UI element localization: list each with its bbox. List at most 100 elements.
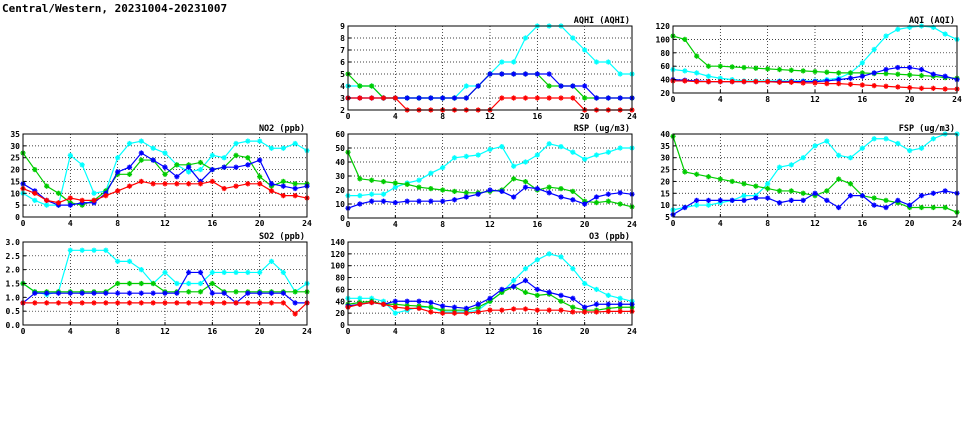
- data-point: [546, 307, 552, 313]
- data-point: [162, 270, 168, 275]
- data-point: [871, 47, 877, 52]
- data-point: [186, 300, 191, 306]
- data-point: [186, 281, 191, 286]
- data-point: [694, 172, 699, 177]
- data-point: [186, 181, 191, 187]
- data-point: [535, 95, 540, 101]
- data-point: [210, 281, 215, 286]
- data-point: [789, 80, 794, 85]
- data-point: [269, 188, 274, 194]
- data-point: [269, 181, 274, 187]
- data-point: [824, 69, 830, 75]
- y-tick-label: 60: [335, 285, 345, 294]
- data-point: [44, 300, 49, 306]
- data-point: [210, 290, 215, 296]
- data-point: [139, 138, 144, 144]
- data-point: [942, 205, 948, 210]
- data-point: [558, 299, 564, 304]
- data-point: [860, 82, 865, 88]
- data-point: [895, 198, 901, 203]
- data-point: [824, 188, 830, 194]
- data-point: [404, 306, 410, 311]
- data-point: [464, 83, 469, 89]
- data-point: [706, 63, 711, 69]
- data-point: [824, 198, 830, 203]
- x-tick-label: 4: [393, 220, 398, 229]
- data-point: [931, 136, 936, 141]
- data-point: [499, 189, 505, 194]
- data-point: [907, 202, 912, 208]
- data-point: [381, 95, 386, 101]
- chart-title: RSP (ug/m3): [574, 124, 630, 134]
- y-tick-label: 15: [660, 189, 670, 198]
- data-point: [883, 136, 889, 141]
- data-point: [464, 190, 469, 196]
- data-point: [682, 205, 688, 210]
- y-tick-label: 5: [665, 213, 670, 222]
- data-point: [186, 289, 191, 295]
- data-point: [570, 95, 576, 101]
- data-point: [546, 83, 552, 89]
- data-point: [535, 287, 540, 292]
- data-point: [428, 95, 434, 101]
- y-tick-label: 4: [340, 82, 345, 91]
- data-point: [895, 65, 901, 70]
- data-point: [836, 81, 841, 86]
- data-point: [281, 290, 286, 296]
- data-point: [871, 70, 877, 76]
- data-point: [452, 310, 457, 316]
- data-point: [198, 300, 203, 306]
- data-point: [115, 188, 120, 194]
- data-point: [511, 284, 516, 289]
- x-tick-label: 16: [208, 219, 218, 228]
- data-point: [221, 270, 227, 275]
- data-point: [150, 281, 156, 286]
- x-tick-label: 8: [440, 220, 445, 229]
- data-point: [233, 153, 239, 158]
- data-point: [594, 287, 599, 292]
- data-point: [606, 302, 611, 307]
- data-point: [269, 290, 274, 296]
- data-point: [594, 95, 599, 101]
- data-point: [753, 79, 759, 84]
- data-point: [44, 202, 49, 208]
- y-tick-label: 40: [660, 76, 670, 85]
- data-point: [487, 296, 493, 301]
- data-point: [393, 299, 398, 304]
- data-point: [393, 304, 398, 310]
- x-tick-label: 16: [533, 220, 543, 229]
- data-point: [127, 141, 132, 146]
- data-point: [440, 310, 445, 316]
- data-point: [139, 179, 144, 184]
- data-point: [535, 307, 540, 313]
- data-point: [729, 179, 735, 184]
- data-point: [546, 251, 552, 257]
- data-point: [281, 183, 286, 189]
- data-point: [404, 198, 410, 204]
- data-point: [800, 191, 806, 196]
- y-tick-label: 40: [660, 130, 670, 139]
- y-tick-label: 0.0: [6, 321, 21, 330]
- x-tick-label: 12: [810, 219, 820, 228]
- data-point: [706, 79, 711, 84]
- data-point: [233, 289, 239, 295]
- data-point: [617, 201, 623, 207]
- data-point: [475, 302, 481, 307]
- data-point: [440, 303, 445, 309]
- data-point: [606, 293, 611, 298]
- data-point: [257, 138, 262, 144]
- x-tick-label: 4: [393, 112, 398, 121]
- data-point: [174, 181, 180, 187]
- y-tick-label: 5: [15, 201, 20, 210]
- x-tick-label: 12: [485, 327, 495, 336]
- data-point: [535, 152, 540, 158]
- fsp-chart: 0 4 8 12 16 20 24 5 10 15 20 25 30 35 40 FSP (ug/m3): [660, 124, 962, 228]
- data-point: [139, 157, 144, 163]
- y-tick-label: 20: [660, 177, 670, 186]
- data-point: [198, 160, 203, 165]
- data-point: [706, 174, 711, 179]
- data-point: [919, 73, 924, 78]
- data-point: [942, 86, 948, 92]
- data-point: [558, 144, 564, 149]
